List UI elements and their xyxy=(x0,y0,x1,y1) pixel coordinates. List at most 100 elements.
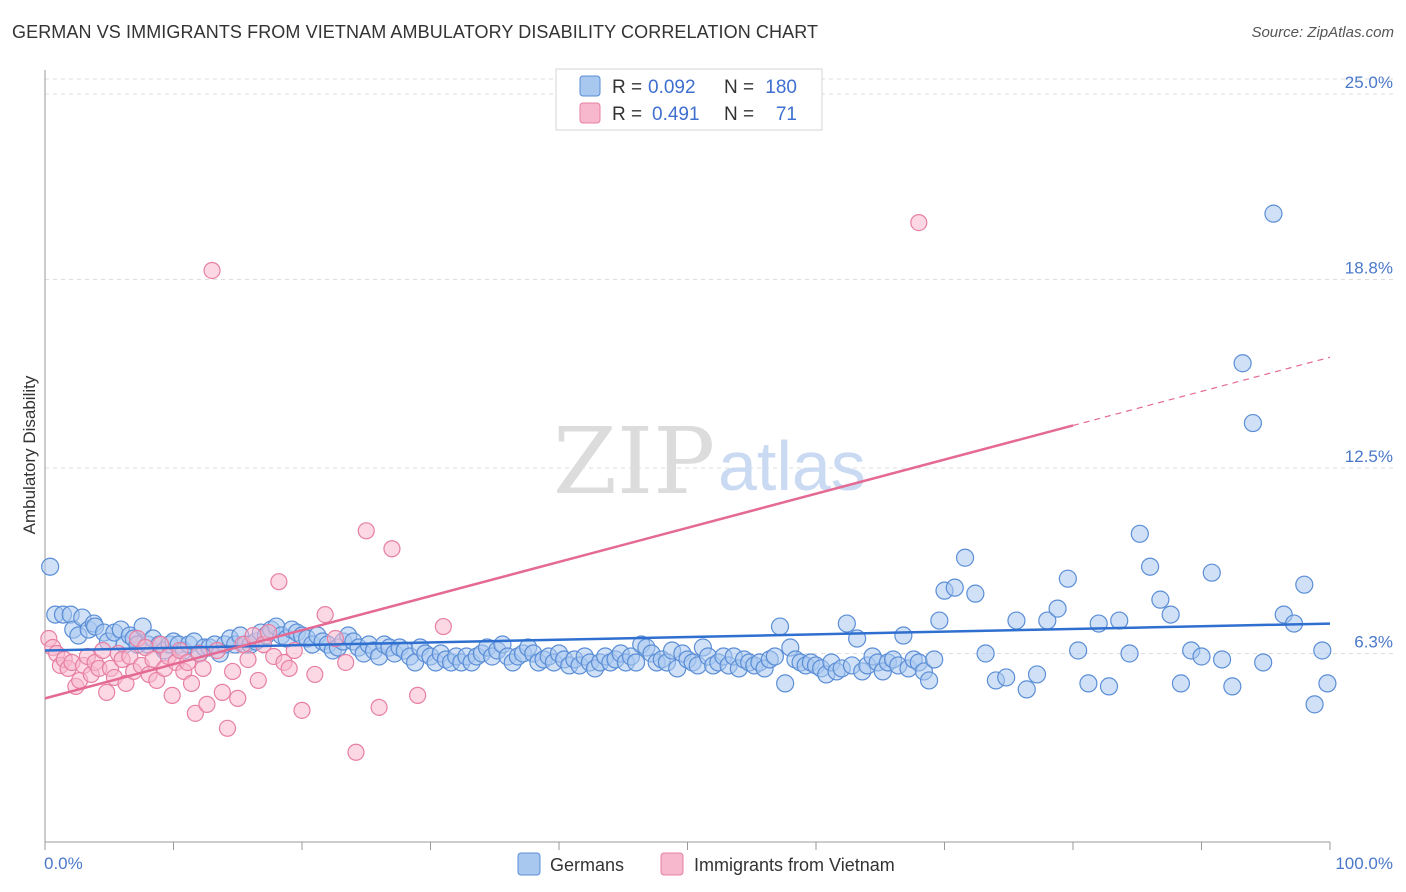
vietnam-point xyxy=(213,683,231,701)
germans-point xyxy=(925,650,944,669)
watermark: ZIP atlas xyxy=(553,408,866,515)
x-tick-label: 0.0% xyxy=(44,854,83,873)
vietnam-point xyxy=(239,650,257,669)
vietnam-point xyxy=(326,629,345,648)
vietnam-point xyxy=(249,671,267,690)
legend-r-label-germans: R = xyxy=(612,77,642,98)
germans-point xyxy=(1069,641,1088,660)
legend-r-label-vietnam: R = xyxy=(612,104,642,125)
x-tick-labels: 0.0% 100.0% xyxy=(44,854,1393,873)
top-legend: R = 0.092 N = 180 R = 0.491 N = 71 xyxy=(555,68,823,131)
germans-point xyxy=(1313,641,1332,660)
germans-point xyxy=(1110,611,1129,630)
vietnam-point xyxy=(280,659,298,678)
germans-point xyxy=(997,668,1016,687)
vietnam-point xyxy=(370,698,388,716)
vietnam-point xyxy=(383,540,401,558)
vietnam-point xyxy=(203,261,221,280)
y-tick-label: 12.5% xyxy=(1345,447,1393,466)
germans-point xyxy=(1079,674,1098,693)
vietnam-point xyxy=(163,686,181,704)
y-tick-label: 6.3% xyxy=(1354,632,1393,651)
legend-n-label-vietnam: N = xyxy=(724,104,754,125)
germans-point xyxy=(1048,599,1067,618)
germans-point xyxy=(1058,569,1077,588)
germans-point xyxy=(1007,611,1026,630)
germans-point xyxy=(1099,677,1119,696)
germans-point xyxy=(1295,575,1314,594)
vietnam-point xyxy=(259,623,278,642)
germans-point xyxy=(966,584,985,603)
germans-point xyxy=(41,557,60,576)
germans-point xyxy=(776,674,795,693)
germans-point xyxy=(930,611,949,630)
germans-point xyxy=(770,617,790,636)
bottom-legend-label-germans: Germans xyxy=(550,855,624,875)
germans-point xyxy=(1171,674,1191,693)
y-tick-label: 18.8% xyxy=(1345,258,1393,277)
vietnam-point xyxy=(182,674,201,693)
germans-point xyxy=(765,647,784,666)
vietnam-point xyxy=(357,522,375,540)
vietnam-point xyxy=(293,701,311,719)
germans-point xyxy=(1202,563,1221,582)
legend-n-value-germans: 180 xyxy=(765,77,797,98)
germans-point xyxy=(894,626,913,645)
legend-n-label-germans: N = xyxy=(724,77,754,98)
watermark-zip: ZIP xyxy=(553,408,715,515)
x-tick-label: 100.0% xyxy=(1335,854,1393,873)
vietnam-point xyxy=(229,689,247,707)
bottom-legend-label-vietnam: Immigrants from Vietnam xyxy=(694,855,895,875)
germans-point xyxy=(1192,647,1211,666)
germans-point xyxy=(1120,644,1139,663)
axes xyxy=(44,70,1331,850)
bottom-legend: Germans Immigrants from Vietnam xyxy=(517,852,895,876)
legend-r-value-vietnam: 0.491 xyxy=(652,104,700,125)
vietnam-trend-line xyxy=(44,424,1074,700)
trend-lines xyxy=(44,356,1331,700)
legend-swatch-germans xyxy=(579,75,601,97)
germans-point xyxy=(955,548,975,567)
germans-point xyxy=(945,578,964,597)
legend-swatch-vietnam xyxy=(579,102,601,124)
chart-title: GERMAN VS IMMIGRANTS FROM VIETNAM AMBULA… xyxy=(12,22,819,42)
germans-point xyxy=(1318,674,1337,693)
vietnam-trend-extension xyxy=(1072,356,1331,427)
y-tick-label: 25.0% xyxy=(1345,73,1393,92)
vietnam-point xyxy=(409,686,427,704)
germans-point xyxy=(1212,650,1232,669)
vietnam-point xyxy=(224,662,242,681)
y-tick-labels: 6.3% 12.5% 18.8% 25.0% xyxy=(1345,73,1393,652)
bottom-legend-swatch-germans xyxy=(517,852,541,876)
germans-point xyxy=(976,644,995,663)
germans-point xyxy=(1223,677,1242,696)
y-axis-title: Ambulatory Disability xyxy=(20,375,39,534)
vietnam-point xyxy=(194,659,212,678)
germans-point xyxy=(1233,354,1252,373)
vietnam-point xyxy=(316,605,334,624)
germans-trend-line xyxy=(44,622,1331,652)
germans-point xyxy=(837,614,856,633)
germans-point xyxy=(1027,665,1047,684)
germans-point xyxy=(919,671,939,690)
vietnam-point xyxy=(347,743,365,761)
germans-point xyxy=(1243,413,1263,433)
vietnam-point xyxy=(270,573,288,591)
vietnam-point xyxy=(148,671,166,690)
vietnam-point xyxy=(98,683,116,701)
germans-point xyxy=(1130,524,1149,543)
germans-point xyxy=(1254,653,1273,672)
source-label: Source: ZipAtlas.com xyxy=(1251,24,1394,41)
vietnam-point xyxy=(337,653,355,672)
germans-point xyxy=(1161,605,1180,624)
watermark-atlas: atlas xyxy=(718,427,866,505)
vietnam-point xyxy=(186,704,204,722)
vietnam-point xyxy=(434,617,452,636)
germans-point xyxy=(1264,204,1283,223)
germans-point xyxy=(1305,695,1324,714)
vietnam-point xyxy=(910,214,928,232)
grid-lines xyxy=(45,78,1394,654)
germans-point xyxy=(1140,557,1160,576)
vietnam-point xyxy=(198,695,216,713)
